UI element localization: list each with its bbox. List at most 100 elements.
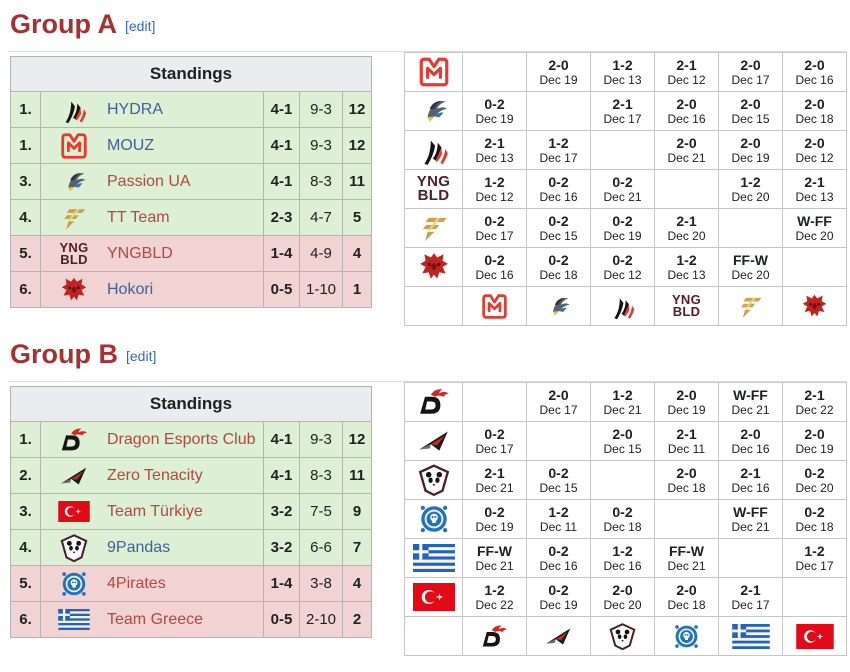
team-link[interactable]: Dragon Esports Club	[107, 430, 256, 448]
match-score: FF-W	[669, 543, 704, 559]
match-date: Dec 17	[795, 559, 834, 573]
4pirates-logo-icon[interactable]	[59, 569, 89, 599]
hokori-logo-icon[interactable]	[417, 250, 451, 284]
team-link[interactable]: Team Türkiye	[107, 502, 203, 520]
standings-row: 1. MOUZ 4-1 9-3 12	[10, 127, 372, 164]
match-score: 2-1	[484, 465, 505, 481]
dragon-esports-logo-icon[interactable]	[480, 622, 509, 651]
team-link[interactable]: 4Pirates	[107, 574, 166, 592]
greece-flag-icon[interactable]	[731, 623, 771, 649]
mouz-logo-icon[interactable]	[59, 131, 89, 161]
match-result-cell: 1-2 Dec 13	[590, 52, 655, 92]
crosstable-row: 1-2 Dec 22 0-2 Dec 19 2-0 Dec 20 2-0 Dec 18 2-1 D…	[404, 577, 847, 617]
hokori-logo-icon[interactable]	[800, 292, 829, 321]
group-section: Group B [edit] Standings 1. Dragon Esports C…	[8, 334, 847, 656]
match-score: 2-0	[676, 387, 697, 403]
greece-flag-icon[interactable]	[412, 544, 456, 572]
mouz-logo-icon[interactable]	[417, 55, 451, 89]
crosstable-row: 2-0 Dec 17 1-2 Dec 21 2-0 Dec 19 W-FF Dec 21 2-1…	[404, 382, 847, 422]
team-link[interactable]: MOUZ	[107, 136, 155, 154]
team-cell-content: TT Team	[41, 203, 263, 233]
yngbld-logo-icon[interactable]: YNG BLD	[46, 239, 102, 269]
team-link[interactable]: YNGBLD	[107, 244, 173, 262]
9pandas-logo-icon[interactable]	[417, 463, 451, 497]
team-icon-box	[41, 461, 107, 491]
9pandas-logo-icon[interactable]	[608, 622, 637, 651]
hydra-logo-icon[interactable]	[608, 292, 637, 321]
match-score: 1-2	[676, 252, 697, 268]
game-record-cell: 9-3	[299, 91, 343, 128]
hydra-logo-icon[interactable]	[59, 95, 89, 125]
team-link[interactable]: HYDRA	[107, 100, 164, 118]
turkiye-flag-icon[interactable]	[58, 501, 90, 522]
9pandas-logo-icon[interactable]	[59, 533, 89, 563]
standings-row: 1. Dragon Esports Club 4-1 9-3 12	[10, 421, 372, 458]
match-score: 2-0	[804, 426, 825, 442]
team-cell-content: YNG BLD YNGBLD	[41, 239, 263, 269]
tt-team-logo-icon[interactable]	[59, 203, 89, 233]
edit-link[interactable]: [edit]	[125, 18, 156, 34]
crosstable-row: YNG BLD 1-2 Dec 12 0-2 Dec 16 0-2 Dec 21 1-2 Dec …	[404, 169, 847, 209]
yngbld-logo-icon[interactable]: YNG BLD	[661, 292, 713, 320]
tt-team-logo-icon[interactable]	[736, 292, 765, 321]
standings-row: 6. Hokori 0-5 1-10 1	[10, 271, 372, 308]
team-link[interactable]: Zero Tenacity	[107, 466, 203, 484]
passion-ua-logo-icon[interactable]	[544, 292, 573, 321]
zero-tenacity-logo-icon[interactable]	[59, 461, 89, 491]
passion-ua-logo-icon[interactable]	[417, 94, 451, 128]
match-score: 1-2	[548, 135, 569, 151]
match-result-content: 0-2 Dec 18	[591, 504, 654, 534]
match-result-cell: W-FF Dec 20	[782, 208, 847, 248]
team-icon-box	[41, 609, 107, 630]
hokori-logo-icon[interactable]	[59, 275, 89, 305]
yngbld-logo-icon[interactable]: YNG BLD	[406, 172, 462, 206]
team-link[interactable]: TT Team	[107, 208, 170, 226]
match-result-content: W-FF Dec 21	[719, 504, 782, 534]
match-score: 2-0	[676, 96, 697, 112]
group-title: Group B	[10, 339, 118, 369]
match-score: 1-2	[484, 582, 505, 598]
tt-team-logo-icon[interactable]	[417, 211, 451, 245]
match-date: Dec 12	[603, 268, 642, 282]
turkiye-flag-icon[interactable]	[412, 583, 456, 611]
dragon-esports-logo-icon[interactable]	[417, 385, 451, 419]
4pirates-logo-icon[interactable]	[417, 502, 451, 536]
team-link[interactable]: Team Greece	[107, 610, 204, 628]
match-result-cell: 2-0 Dec 17	[718, 52, 783, 92]
diagonal-cell	[462, 382, 527, 422]
mouz-logo-icon[interactable]	[480, 292, 509, 321]
match-result-cell: 2-0 Dec 17	[526, 382, 591, 422]
team-link[interactable]: Hokori	[107, 280, 154, 298]
match-score: 2-1	[676, 213, 697, 229]
group-content-row: Standings 1. HYDRA 4-1 9-3 12 1. MOUZ 4-1 9-3 12 3.…	[8, 52, 847, 326]
passion-ua-logo-icon[interactable]	[59, 167, 89, 197]
dragon-esports-logo-icon[interactable]	[59, 425, 89, 455]
points-cell: 11	[342, 163, 372, 200]
crosstable-row-team-cell	[404, 208, 463, 248]
team-link[interactable]: 9Pandas	[107, 538, 171, 556]
4pirates-logo-icon[interactable]	[672, 622, 701, 651]
zero-tenacity-logo-icon[interactable]	[544, 622, 573, 651]
match-result-cell: 2-1 Dec 13	[782, 169, 847, 209]
match-result-content: 0-2 Dec 16	[527, 174, 590, 204]
match-score: 0-2	[484, 504, 505, 520]
diagonal-cell	[590, 130, 655, 170]
turkiye-flag-icon[interactable]	[795, 623, 835, 649]
edit-link[interactable]: [edit]	[126, 348, 157, 364]
zero-tenacity-logo-icon[interactable]	[417, 424, 451, 458]
greece-flag-icon[interactable]	[58, 609, 90, 630]
points-cell: 2	[342, 601, 372, 638]
hydra-logo-icon[interactable]	[417, 133, 451, 167]
team-link[interactable]: Passion UA	[107, 172, 191, 190]
match-date: Dec 13	[795, 190, 834, 204]
match-date: Dec 18	[539, 268, 578, 282]
team-cell: HYDRA	[40, 91, 264, 128]
match-result-cell: 0-2 Dec 15	[526, 208, 591, 248]
match-result-cell: 2-1 Dec 11	[654, 421, 719, 461]
match-date: Dec 13	[603, 73, 642, 87]
match-result-cell: 0-2 Dec 19	[462, 91, 527, 131]
match-score: W-FF	[797, 213, 832, 229]
match-date: Dec 16	[731, 481, 770, 495]
match-result-content: 0-2 Dec 17	[463, 426, 526, 456]
match-result-content: 1-2 Dec 22	[463, 582, 526, 612]
